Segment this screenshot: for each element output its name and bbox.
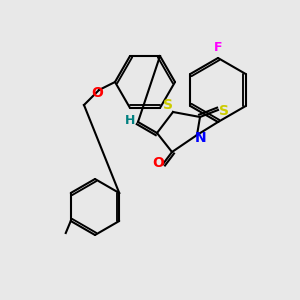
Text: S: S	[163, 98, 173, 112]
Text: F: F	[214, 41, 222, 54]
Text: H: H	[125, 113, 135, 127]
Text: S: S	[219, 104, 229, 118]
Text: O: O	[91, 86, 103, 100]
Text: O: O	[152, 156, 164, 170]
Text: N: N	[195, 131, 207, 145]
